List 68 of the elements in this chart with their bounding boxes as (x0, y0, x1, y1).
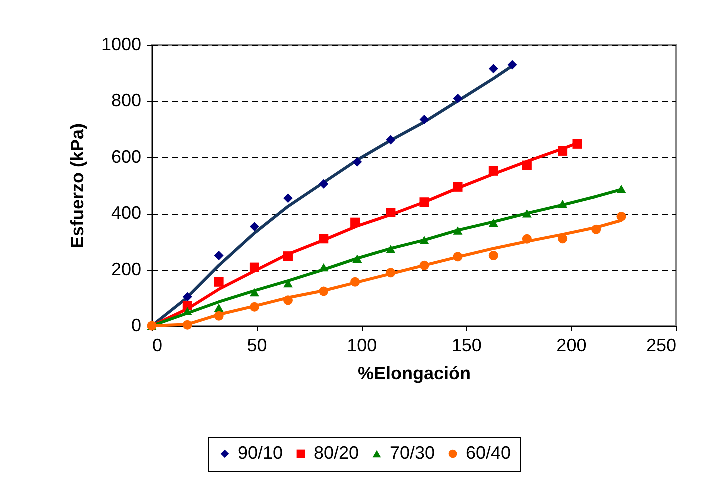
legend-label: 70/30 (390, 443, 436, 463)
point (350, 218, 360, 228)
y-tick-label: 400 (111, 203, 142, 224)
point (386, 268, 396, 278)
x-tick-label: 0 (152, 336, 163, 356)
point (214, 251, 224, 260)
point (488, 166, 498, 176)
point (522, 209, 532, 218)
x-tick-label: 100 (347, 336, 378, 356)
point (319, 179, 329, 189)
point (488, 64, 498, 74)
point (283, 296, 293, 306)
point (558, 200, 568, 208)
x-axis-title: %Elongación (358, 364, 472, 384)
point (182, 320, 192, 330)
point (352, 254, 362, 263)
y-tick-label: 800 (111, 90, 142, 111)
point (350, 277, 360, 287)
point (214, 311, 224, 321)
point (283, 252, 293, 262)
point (250, 222, 260, 232)
point (616, 212, 626, 222)
point (420, 236, 430, 244)
point (453, 252, 463, 262)
point (214, 304, 224, 312)
point (488, 218, 498, 227)
point (508, 60, 518, 70)
point (283, 194, 293, 204)
point (453, 94, 463, 104)
x-tick-label: 150 (452, 336, 482, 356)
point (522, 234, 532, 244)
point (558, 146, 568, 156)
point (250, 288, 260, 297)
point (420, 260, 430, 270)
point (182, 307, 192, 316)
x-tick-label: 50 (247, 336, 268, 356)
point (522, 160, 532, 170)
point (420, 198, 430, 208)
point (319, 234, 329, 244)
point (592, 224, 602, 234)
point (182, 301, 192, 311)
point (572, 139, 582, 149)
x-tick-label: 200 (556, 336, 587, 356)
point (386, 208, 396, 218)
y-tick-label: 1000 (101, 34, 142, 54)
point (453, 226, 463, 235)
point (616, 185, 626, 194)
y-tick-label: 600 (111, 146, 142, 167)
legend-label: 90/10 (238, 443, 284, 463)
x-tick-label: 250 (646, 336, 676, 356)
y-tick-label: 200 (111, 259, 142, 280)
y-tick-label: 0 (131, 316, 142, 336)
point (386, 135, 396, 145)
point (319, 263, 329, 272)
y-axis-title: Esfuerzo (kPa) (67, 123, 88, 249)
point (352, 157, 362, 167)
point (250, 302, 260, 312)
point (453, 182, 463, 192)
point (386, 245, 396, 254)
legend-label: 80/20 (314, 443, 360, 463)
point (214, 277, 224, 287)
point (182, 292, 192, 302)
point (319, 286, 329, 296)
point (488, 251, 498, 260)
point (558, 234, 568, 244)
point (420, 115, 430, 124)
legend-label: 60/40 (466, 443, 512, 463)
point (250, 262, 260, 272)
